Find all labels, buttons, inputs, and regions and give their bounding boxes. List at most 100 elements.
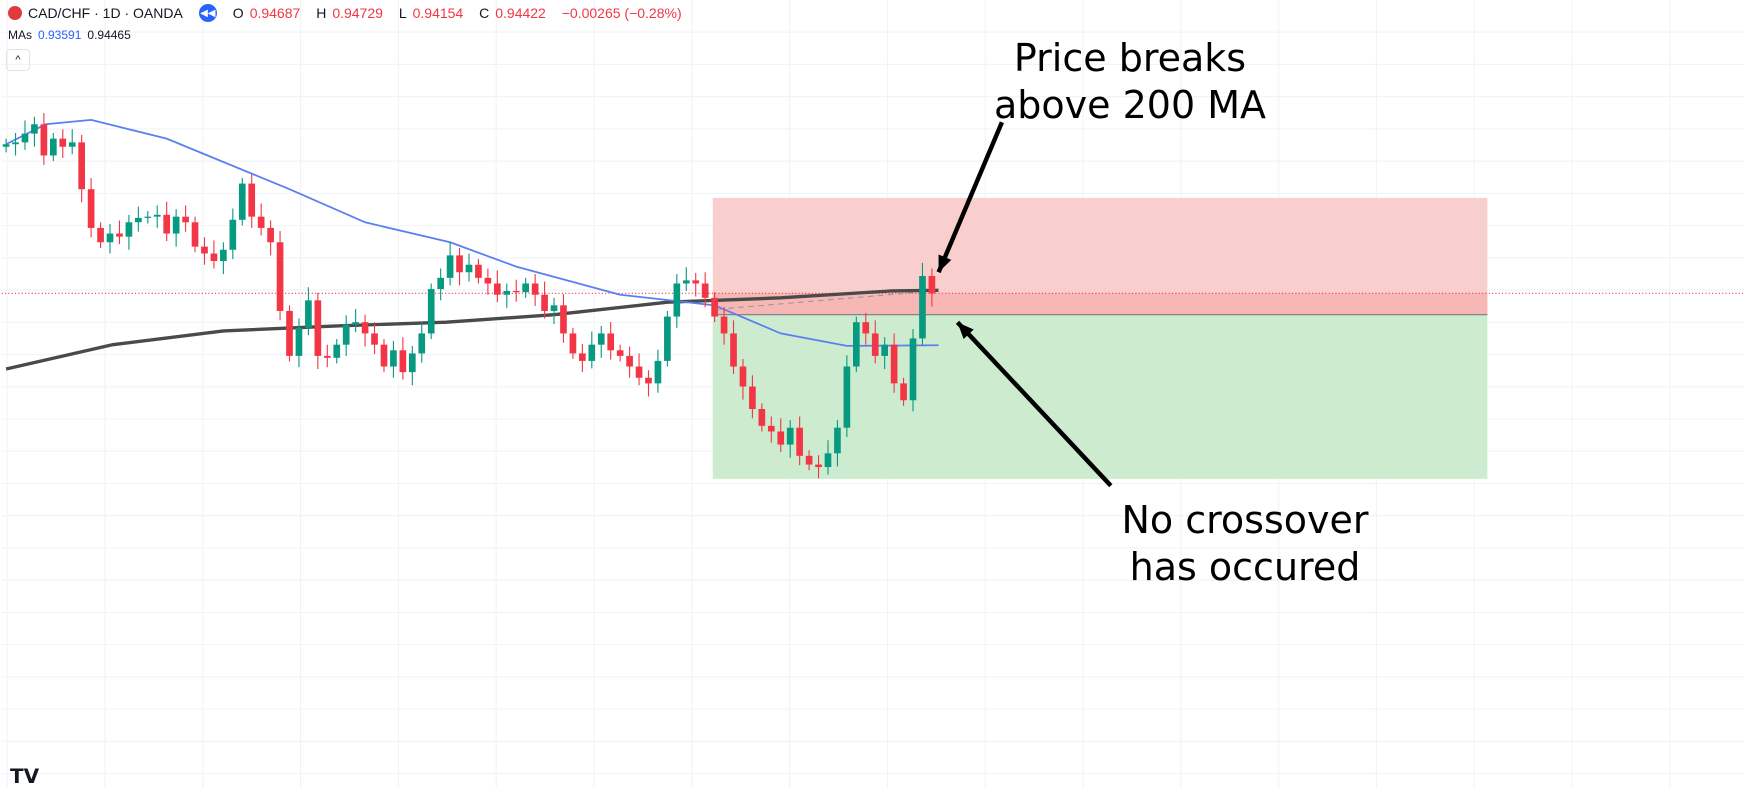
candle-body — [49, 138, 57, 156]
ma-fast-value: 0.93591 — [38, 28, 82, 42]
candle-body — [588, 344, 596, 361]
candle-body — [59, 138, 67, 147]
ma-legend[interactable]: MAs 0.93591 0.94465 — [8, 28, 131, 42]
candle-body — [664, 316, 671, 361]
candle-body — [654, 360, 662, 384]
candle-body — [550, 305, 558, 311]
open-pnl-zone — [712, 293, 1488, 315]
candle-body — [295, 327, 303, 356]
candle-body — [512, 290, 520, 293]
candle-body — [928, 275, 936, 294]
candle-body — [862, 322, 870, 334]
candle-body — [333, 344, 341, 358]
candle-body — [730, 333, 737, 367]
candle-body — [408, 353, 416, 373]
change-value: −0.00265 (−0.28%) — [561, 5, 682, 21]
candle-body — [871, 333, 879, 356]
candle-body — [437, 277, 444, 290]
candle-body — [531, 283, 539, 295]
candle-body — [607, 333, 615, 351]
candle-body — [418, 333, 426, 354]
candle-body — [305, 300, 312, 328]
candle-body — [323, 355, 331, 358]
candle-body — [40, 124, 48, 156]
candle-body — [569, 333, 577, 354]
candle-body — [645, 377, 652, 384]
candle-body — [579, 353, 586, 361]
candle-body — [767, 425, 775, 432]
candle-body — [635, 366, 643, 378]
replay-rewind-icon[interactable]: ◀◀ — [198, 4, 217, 22]
candle-body — [739, 366, 747, 387]
ohlc-values: O 0.94687 H 0.94729 L 0.94154 C 0.94422 −0.0… — [232, 5, 682, 21]
candle-body — [276, 242, 284, 311]
candle-body — [172, 216, 180, 234]
candle-body — [456, 255, 463, 273]
candle-body — [616, 350, 624, 356]
candle-body — [342, 324, 350, 345]
candle-body — [427, 289, 435, 334]
candle-body — [484, 277, 492, 284]
candle-body — [144, 216, 152, 218]
candle-body — [503, 290, 511, 295]
candle-body — [796, 427, 803, 456]
candle-body — [97, 227, 104, 243]
candle-body — [475, 264, 482, 278]
candle-body — [201, 246, 208, 254]
candle-body — [125, 222, 133, 237]
candle-body — [371, 333, 378, 345]
candle-body — [786, 427, 794, 445]
candle-body — [361, 322, 369, 334]
tradingview-logo[interactable]: 𝗧𝗩 — [10, 766, 40, 788]
candle-body — [116, 233, 123, 237]
arrow-price-breaks — [936, 121, 1004, 274]
candle-body — [135, 217, 142, 223]
candle-body — [12, 142, 19, 145]
candle-body — [900, 383, 907, 401]
candle-body — [541, 294, 548, 311]
candle-body — [852, 322, 860, 367]
symbol-legend: CAD/CHF · 1D · OANDA ◀◀ O 0.94687 H 0.9472… — [8, 4, 688, 22]
candle-body — [446, 255, 454, 278]
candle-body — [815, 464, 822, 468]
candle-body — [560, 305, 567, 334]
candle-body — [777, 431, 785, 445]
annotation-no-crossover: No crossover has occured — [1121, 498, 1369, 589]
candle-body — [87, 189, 95, 228]
candle-body — [758, 408, 766, 426]
candle-body — [229, 219, 237, 250]
arrow-no-crossover-head — [957, 322, 974, 339]
candle-body — [626, 355, 633, 367]
ma-slow-value: 0.94465 — [87, 28, 131, 42]
take-profit-zone — [712, 314, 1488, 479]
candle-body — [749, 386, 756, 409]
candle-body — [390, 350, 397, 367]
candle-body — [890, 344, 898, 384]
candle-body — [701, 283, 709, 298]
candle-body — [238, 183, 246, 220]
candle-body — [153, 214, 161, 217]
candle-body — [720, 316, 728, 334]
candle-body — [182, 216, 189, 223]
candle-body — [257, 216, 265, 228]
candle-body — [682, 280, 690, 284]
candle-body — [465, 264, 473, 273]
candle-body — [843, 366, 851, 428]
symbol-title[interactable]: CAD/CHF · 1D · OANDA — [28, 5, 183, 21]
candle-body — [314, 300, 322, 356]
candle-body — [2, 144, 10, 147]
candle-body — [597, 333, 605, 345]
candle-body — [919, 275, 926, 339]
candle-body — [220, 249, 227, 262]
candle-body — [380, 344, 388, 367]
candle-body — [352, 322, 359, 325]
collapse-legend-button[interactable]: ^ — [6, 49, 30, 71]
candle-body — [909, 338, 917, 401]
canada-flag-icon — [8, 6, 22, 20]
candle-body — [210, 253, 218, 262]
candle-body — [191, 222, 199, 247]
candle-body — [106, 233, 114, 243]
candle-body — [522, 283, 530, 293]
